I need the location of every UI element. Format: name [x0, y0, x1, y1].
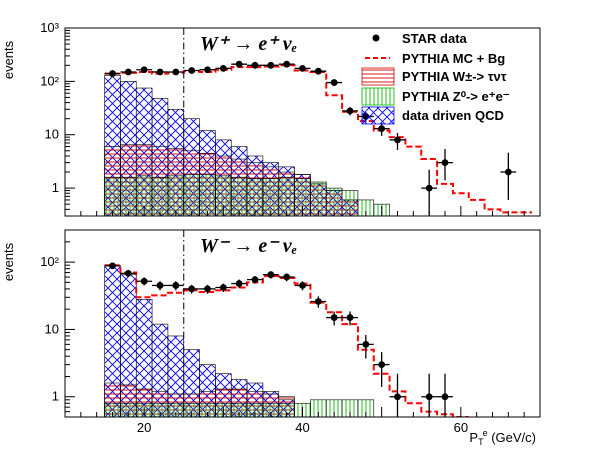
panel1-x-tick-label: 20 — [137, 420, 151, 435]
legend-marker-pythia-w-tau — [361, 67, 395, 86]
panel1-data-point — [120, 269, 137, 278]
panel0-green-vline-bar — [104, 176, 121, 216]
panel1-y-tick-label: 10 — [45, 321, 59, 336]
panel0-data-point — [278, 60, 295, 68]
panel1-x-tick-label: 40 — [295, 420, 309, 435]
legend-label-pythia-mc: PYTHIA MC + Bg — [402, 51, 505, 66]
panel1-mc-line — [104, 264, 469, 417]
panel0-data-point — [120, 68, 137, 76]
panel0-data-point — [326, 79, 343, 86]
panel1-data-point — [357, 334, 374, 359]
legend-entry-pythia-w-tau: PYTHIA W±-> τντ — [361, 67, 507, 86]
legend-entry-star-data: STAR data — [372, 31, 468, 46]
legend-entry-qcd: data driven QCD — [361, 106, 504, 125]
top-process-label: W⁺ → e⁺ νₑ — [200, 33, 297, 55]
panel0-data-point — [231, 60, 248, 68]
panel1-data-point — [231, 279, 248, 289]
top-axes: 1 10 10² 10³ — [40, 20, 541, 217]
panel0-data-point — [104, 70, 121, 77]
panel0-data-point — [437, 149, 453, 181]
panel0-data-point — [199, 66, 216, 74]
legend-label-qcd: data driven QCD — [402, 108, 504, 123]
panel1-data-point — [389, 373, 406, 417]
bottom-process-label: W⁻ → e⁻ νₑ — [200, 235, 297, 257]
panel1-data-point — [262, 271, 279, 279]
legend-entry-pythia-mc: PYTHIA MC + Bg — [365, 51, 505, 66]
panel0-data-point — [152, 68, 168, 76]
panel1-data-point — [342, 311, 358, 326]
legend-label-pythia-z: PYTHIA Z⁰-> e⁺e⁻ — [402, 89, 510, 104]
legend-entry-pythia-z: PYTHIA Z⁰-> e⁺e⁻ — [361, 87, 510, 106]
panel0-data-point — [167, 68, 184, 76]
top-panel: 1 10 10² 10³ events W⁺ → e⁺ νₑ — [1, 20, 541, 217]
bottom-panel: 1 10 10² 20 40 60 events W⁻ → e⁻ νₑ — [1, 229, 541, 435]
panel1-data-point — [152, 281, 168, 291]
panel1-y-tick-label: 1 — [52, 389, 59, 404]
panel1-data-point — [437, 373, 453, 417]
panel0-data-point — [136, 66, 153, 74]
bottom-axes: 1 10 10² 20 40 60 — [40, 229, 541, 435]
panel0-data-point — [215, 64, 232, 72]
panel0-green-vline-bar — [167, 175, 185, 216]
panel0-data-point — [294, 64, 311, 72]
legend-label-pythia-w-tau: PYTHIA W±-> τντ — [402, 69, 507, 84]
legend-marker-pythia-z — [361, 87, 395, 106]
panel0-green-vline-bar — [278, 176, 295, 216]
panel1-data-point — [183, 284, 200, 294]
panel0-data-point — [500, 152, 517, 200]
panel1-x-tick-label: 60 — [454, 420, 468, 435]
panel0-data-point — [310, 67, 327, 75]
bottom-plot-area — [104, 230, 469, 417]
legend: STAR data PYTHIA MC + Bg PYTHIA W±-> τντ… — [361, 31, 510, 125]
panel0-data-point — [389, 132, 406, 150]
legend-marker-qcd — [361, 106, 395, 125]
panel0-green-vline-bar — [183, 174, 200, 216]
panel0-data-point — [247, 61, 263, 69]
panel0-y-tick-label: 10² — [40, 73, 59, 88]
panel1-data-point — [247, 276, 263, 284]
panel0-green-vline-bar — [246, 178, 264, 216]
panel1-data-point — [278, 273, 295, 282]
panel1-data-point — [326, 311, 343, 326]
panel1-data-point — [104, 262, 121, 270]
panel1-data-point — [310, 296, 327, 308]
panel0-green-vline-bar — [199, 174, 216, 216]
panel0-data-point — [342, 107, 358, 116]
panel1-data-point — [215, 283, 232, 292]
panel1-data-point — [294, 281, 311, 291]
panel1-data-point — [199, 284, 216, 294]
panel0-data-point — [373, 123, 390, 136]
panel0-green-vline-bar — [230, 176, 248, 216]
panel0-y-tick-label: 10 — [45, 127, 59, 142]
legend-marker-star-data — [372, 34, 380, 42]
panel0-green-vline-bar — [151, 176, 169, 216]
panel0-data-point — [183, 67, 200, 74]
panel0-y-tick-label: 1 — [52, 180, 59, 195]
panel1-y-tick-label: 10² — [40, 254, 59, 269]
panel1-data-point — [421, 373, 438, 417]
panel0-y-tick-label: 10³ — [40, 20, 59, 35]
panel1-data-point — [373, 352, 390, 387]
bottom-y-axis-label: events — [1, 242, 16, 281]
top-y-axis-label: events — [1, 40, 16, 79]
legend-label-star-data: STAR data — [402, 31, 468, 46]
panel0-green-vline-bar — [310, 181, 327, 216]
panel1-data-point — [136, 277, 153, 286]
panel0-data-point — [421, 169, 438, 216]
panel0-green-vline-bar — [120, 176, 137, 216]
panel0-green-vline-bar — [262, 178, 280, 216]
panel0-data-point — [262, 61, 279, 69]
x-axis-label: PTe (GeV/c) — [469, 428, 536, 447]
panel1-data-point — [167, 281, 184, 291]
